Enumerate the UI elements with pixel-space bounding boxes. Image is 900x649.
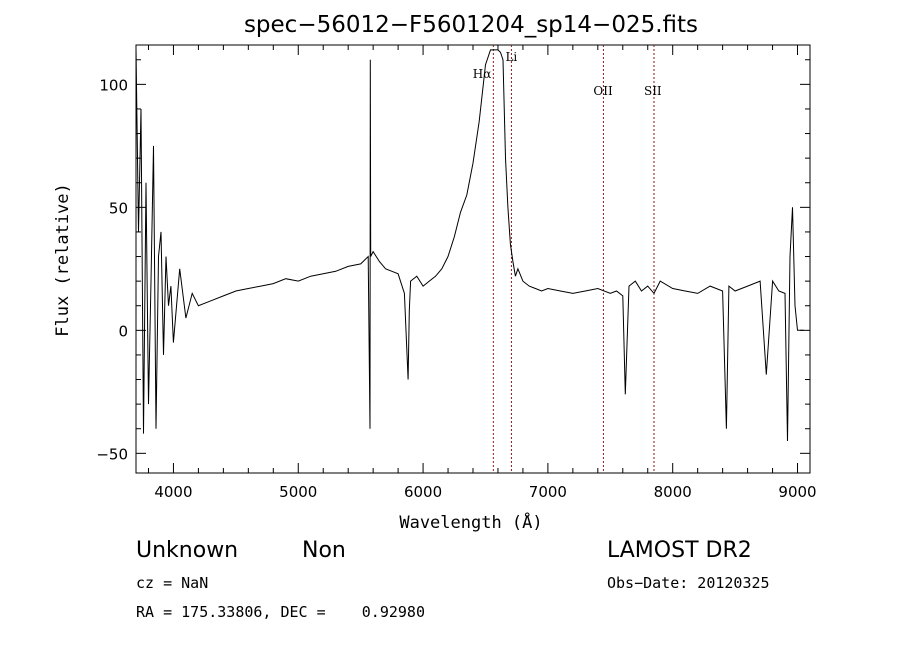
coordinates-label: RA = 175.33806, DEC = 0.92980 <box>136 603 425 621</box>
x-axis-label: Wavelength (Å) <box>399 511 542 533</box>
object-subclass: Non <box>302 538 346 563</box>
y-tick-label: −50 <box>96 445 128 463</box>
spectral-line-label: OII <box>593 84 613 98</box>
y-axis-label: Flux (relative) <box>53 183 73 337</box>
x-tick-label: 6000 <box>404 483 442 501</box>
spectral-line-markers: Hα Li OII SII <box>473 45 662 473</box>
spectral-line-label: SII <box>644 84 662 98</box>
plot-frame <box>135 44 811 474</box>
y-axis-ticks: −50 0 50 100 <box>96 59 810 463</box>
y-tick-label: 50 <box>109 199 128 217</box>
x-tick-label: 9000 <box>778 483 816 501</box>
chart-title: spec−56012−F5601204_sp14−025.fits <box>244 12 698 38</box>
x-tick-label: 5000 <box>279 483 317 501</box>
x-tick-label: 7000 <box>529 483 567 501</box>
y-tick-label: 100 <box>99 76 128 94</box>
obs-date-label: Obs−Date: 20120325 <box>607 574 770 592</box>
spectrum-line <box>135 47 804 442</box>
spectral-line-label: Hα <box>473 67 492 81</box>
x-tick-label: 8000 <box>654 483 692 501</box>
survey-label: LAMOST DR2 <box>607 538 752 563</box>
spectral-line-label: Li <box>505 50 517 64</box>
x-axis-ticks: 4000 5000 6000 7000 8000 9000 <box>147 45 817 501</box>
x-tick-label: 4000 <box>154 483 192 501</box>
object-class: Unknown <box>136 538 239 563</box>
redshift-label: cz = NaN <box>136 574 209 592</box>
y-tick-label: 0 <box>118 322 128 340</box>
